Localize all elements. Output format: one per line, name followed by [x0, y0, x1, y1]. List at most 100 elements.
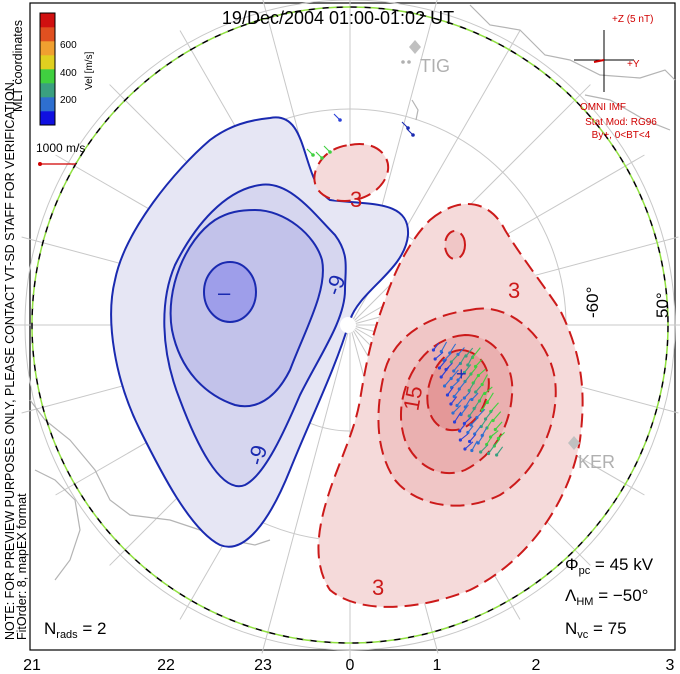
vector-line: [433, 342, 440, 351]
vector-line: [496, 446, 504, 456]
colorbar-cell: [40, 69, 55, 84]
vector-line: [464, 364, 472, 373]
vector-count: Nvc = 75: [565, 619, 627, 641]
contour-label-pos-a: 3: [350, 187, 362, 212]
contour-label-pos-b: 3: [508, 278, 520, 303]
map-statistics: Φpc = 45 kV ΛHM = −50° Nvc = 75 Nrads = …: [44, 555, 654, 641]
vector-line: [456, 398, 463, 406]
lambda-subscript: HM: [576, 596, 593, 608]
station-label-tig: TIG: [420, 56, 450, 76]
mlt-tick-0: 0: [346, 657, 355, 674]
contour-label-neg-min: –: [218, 280, 231, 305]
phi-subscript: pc: [579, 565, 591, 577]
coordinate-system-label: MLT coordinates: [11, 20, 25, 112]
vector-line: [440, 366, 450, 378]
vector-line: [460, 404, 469, 415]
mlt-tick-2: 2: [532, 657, 541, 674]
map-title: 19/Dec/2004 01:00-01:02 UT: [222, 8, 454, 28]
station-dot: [407, 60, 411, 64]
colorbar-cell: [40, 97, 55, 112]
negative-cell: [110, 116, 410, 548]
vector-line: [401, 121, 409, 129]
vector-line: [481, 400, 489, 411]
vector-line: [475, 359, 483, 367]
vector-line: [464, 441, 474, 450]
velocity-colorbar: 600 400 200 Vel [m/s]: [39, 12, 95, 126]
vector-line: [440, 341, 448, 352]
colorbar-cell: [40, 55, 55, 70]
velocity-vectors: [306, 113, 505, 457]
stat-model-label: Stat Mod: RG96: [585, 117, 657, 128]
vector-line: [434, 351, 444, 360]
mlt-tick-21: 21: [23, 657, 41, 674]
contour-pos-island: [444, 230, 466, 260]
vector-line: [306, 148, 314, 156]
nvc-subscript: vc: [577, 629, 589, 641]
stat-model-conditions: By+, 0<BT<4: [592, 130, 651, 141]
colorbar-tick-400: 400: [60, 68, 77, 79]
vector-line: [458, 379, 467, 390]
vector-line: [451, 380, 460, 388]
colorbar-cell: [40, 83, 55, 98]
vector-line: [450, 369, 459, 379]
contour-labels: – -9 -9 3 3 3 15 +: [218, 187, 520, 600]
station-label-ker: KER: [578, 452, 615, 472]
vector-line: [465, 347, 474, 357]
vector-line: [467, 425, 474, 433]
nrads-value: = 2: [78, 619, 107, 638]
vector-line: [464, 372, 473, 382]
vector-line: [498, 431, 505, 439]
latitude-label-60: -60°: [583, 287, 602, 318]
colorbar-tick-600: 600: [60, 40, 77, 51]
vector-line: [471, 440, 478, 451]
station-marker-tig: [409, 40, 421, 54]
vector-line: [467, 355, 474, 366]
coastline: [469, 4, 676, 81]
contour-neg-12: [203, 261, 257, 323]
vector-line: [473, 398, 482, 409]
vector-line: [486, 392, 494, 403]
vector-line: [481, 374, 488, 385]
vector-line: [484, 386, 493, 394]
vector-line: [486, 418, 494, 429]
coastline: [411, 99, 419, 121]
mlt-tick-23: 23: [254, 657, 272, 674]
vector-line: [323, 145, 331, 153]
vector-line: [445, 362, 453, 370]
vector-line: [453, 388, 461, 397]
vector-line: [476, 408, 486, 418]
vector-line: [480, 444, 489, 453]
stations: TIG KER: [401, 40, 615, 472]
nvc-symbol: N: [565, 619, 577, 638]
vector-line: [333, 113, 341, 121]
contour-pos-small: [313, 143, 390, 202]
colorbar-cells: [40, 13, 55, 126]
vector-line: [463, 416, 472, 424]
vector-line: [475, 385, 482, 393]
phi-value: = 45 kV: [590, 555, 654, 574]
vector-line: [468, 380, 476, 391]
colorbar-outline: [39, 12, 56, 126]
imf-dial: +Z (5 nT) +Y OMNI IMF Stat Mod: RG96 By+…: [574, 14, 657, 141]
station-dot: [401, 60, 405, 64]
mlt-tick-3: 3: [666, 657, 675, 674]
colorbar-cell: [40, 111, 55, 126]
vector-line: [463, 391, 471, 399]
vector-line: [447, 386, 454, 396]
colorbar-cell: [40, 41, 55, 56]
hm-boundary-latitude: ΛHM = −50°: [565, 586, 648, 608]
nvc-value: = 75: [588, 619, 626, 638]
vector-line: [470, 418, 478, 426]
vector-line: [469, 434, 477, 442]
radar-count: Nrads = 2: [44, 619, 107, 641]
vector-line: [450, 354, 459, 363]
vector-line: [494, 421, 503, 430]
vector-line: [459, 422, 467, 432]
vector-line: [478, 368, 486, 376]
vector-line: [406, 128, 414, 136]
nrads-symbol: N: [44, 619, 56, 638]
vector-line: [449, 343, 457, 354]
heppner-maynard-boundary-green: [31, 6, 669, 644]
nrads-subscript: rads: [56, 629, 78, 641]
grid-spoke: [261, 324, 351, 654]
